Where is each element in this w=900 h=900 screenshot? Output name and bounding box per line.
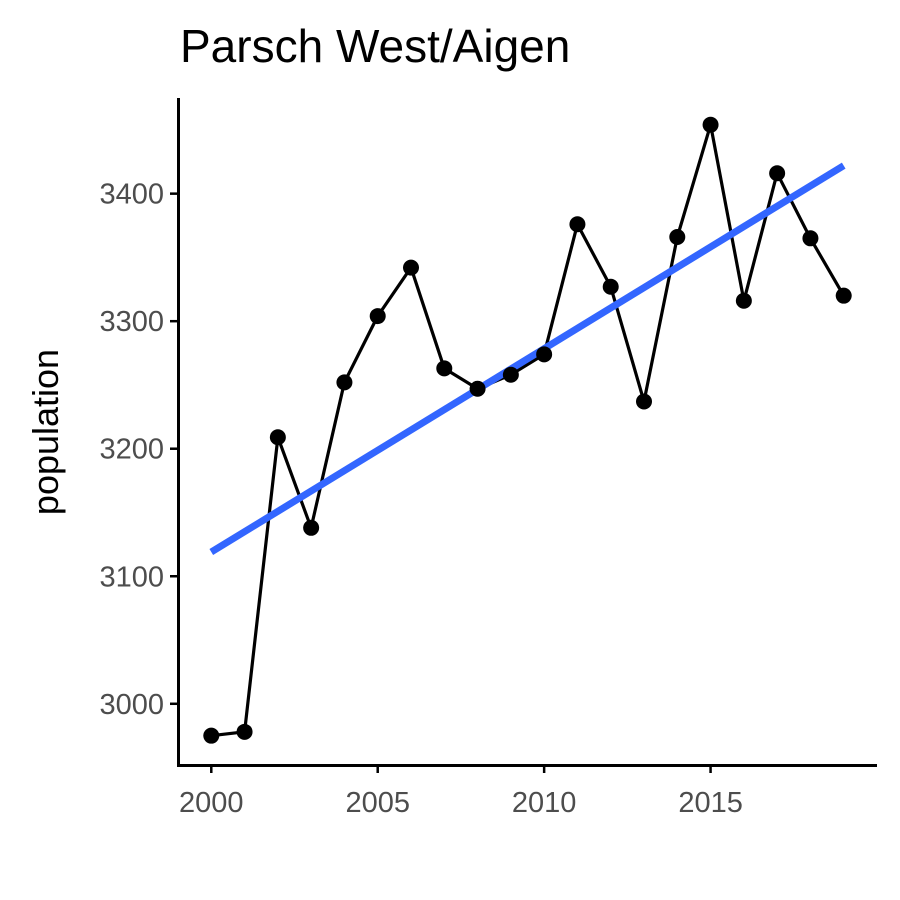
data-point: [236, 723, 253, 740]
data-point: [203, 727, 220, 744]
data-point: [636, 393, 652, 410]
data-point: [569, 216, 586, 233]
chart-title: Parsch West/Aigen: [180, 20, 570, 72]
y-tick-label: 3300: [99, 306, 164, 338]
data-point: [669, 229, 686, 246]
data-point: [702, 116, 719, 133]
data-point: [269, 429, 286, 446]
data-point: [303, 519, 320, 536]
data-point: [502, 366, 519, 383]
trend-line: [209, 162, 846, 556]
ticks: 3000 3100 3200 3300 3400 2000 2005 2010 2015: [99, 179, 742, 819]
data-point: [336, 374, 353, 391]
y-tick-label: 3000: [99, 689, 164, 721]
data-point: [735, 292, 752, 309]
data-point: [469, 380, 486, 397]
data-point: [436, 360, 453, 377]
axes: [177, 98, 877, 767]
x-tick-label: 2005: [345, 787, 410, 819]
y-tick-label: 3200: [99, 434, 164, 466]
data-point: [369, 308, 386, 325]
x-tick-label: 2000: [179, 787, 244, 819]
data-point: [769, 165, 786, 182]
data-point: [602, 278, 619, 295]
series-line: [211, 124, 846, 738]
data-point: [536, 346, 553, 363]
data-point: [802, 230, 819, 247]
y-axis-title: population: [25, 349, 66, 515]
data-point: [835, 287, 852, 304]
data-point: [403, 259, 419, 276]
y-tick-label: 3100: [99, 561, 164, 593]
x-tick-label: 2010: [512, 787, 577, 819]
plot-area: [203, 116, 852, 744]
y-tick-label: 3400: [99, 179, 164, 211]
x-tick-label: 2015: [678, 787, 743, 819]
